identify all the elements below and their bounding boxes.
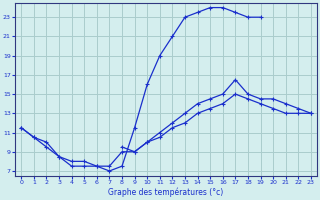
X-axis label: Graphe des températures (°c): Graphe des températures (°c) [108, 188, 224, 197]
